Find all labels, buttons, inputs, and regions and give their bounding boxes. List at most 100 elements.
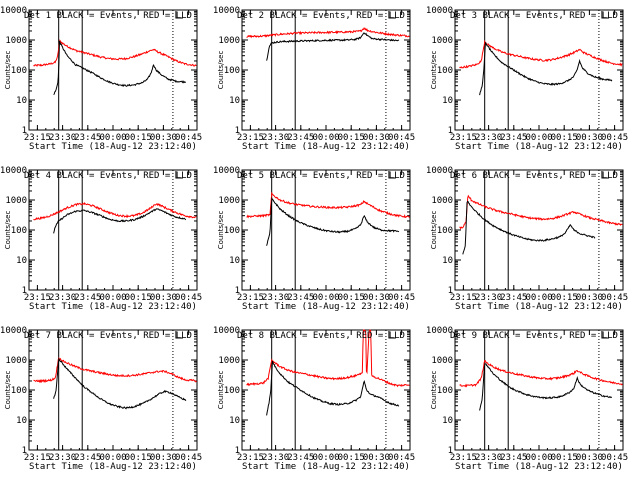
x-tick-label: 00:30 (576, 453, 603, 463)
lld-series-line (246, 191, 410, 219)
x-tick-label: 00:30 (576, 293, 603, 303)
x-tick-label: 23:15 (450, 453, 477, 463)
corner-marker (175, 171, 183, 179)
panel-8: 1 10 100 1000 10000 23:1523:3023:4500:0000:15… (213, 326, 415, 472)
x-axis-label: Start Time (18-Aug-12 23:12:40) (242, 142, 410, 152)
x-tick-label: 00:15 (125, 133, 152, 143)
x-tick-label: 00:00 (99, 293, 126, 303)
y-tick-label: 1 (448, 126, 453, 136)
y-tick-label: 1000 (431, 196, 453, 206)
y-tick-label: 10000 (0, 326, 27, 336)
lld-series-line (459, 360, 623, 388)
events-series-line (266, 32, 400, 61)
x-tick-label: 00:30 (150, 453, 177, 463)
x-tick-label: 00:30 (150, 293, 177, 303)
y-tick-label: 1 (22, 286, 27, 296)
x-tick-label: 23:45 (500, 293, 527, 303)
x-tick-label: 00:45 (175, 293, 202, 303)
corner-marker (175, 331, 183, 339)
x-tick-label: 00:15 (125, 453, 152, 463)
lld-series-line (33, 356, 197, 384)
panel-title: Det 6 BLACK = Events, RED = LLD (450, 171, 618, 181)
panel-3: 1 10 100 1000 10000 23:1523:3023:4500:0000:15… (426, 6, 628, 152)
x-tick-label: 00:15 (125, 293, 152, 303)
plot-frame (241, 329, 411, 451)
y-tick-label: 1000 (218, 196, 240, 206)
y-tick-label: 100 (11, 386, 27, 396)
plot-frame (454, 169, 624, 291)
y-tick-label: 10 (16, 416, 27, 426)
y-tick-label: 1 (235, 126, 240, 136)
x-tick-label: 00:30 (363, 293, 390, 303)
y-tick-label: 1 (448, 446, 453, 456)
x-axis-label: Start Time (18-Aug-12 23:12:40) (455, 142, 623, 152)
y-tick-label: 10000 (213, 6, 240, 16)
x-tick-label: 23:15 (450, 133, 477, 143)
x-tick-label: 23:45 (74, 293, 101, 303)
panel-1: 1 10 100 1000 10000 23:1523:3023:4500:0000:15… (0, 6, 202, 152)
x-tick-label: 00:00 (99, 453, 126, 463)
x-tick-label: 23:30 (475, 293, 502, 303)
y-axis-label: Counts/sec (217, 51, 225, 90)
plot-frame (454, 329, 624, 451)
y-tick-label: 10 (229, 416, 240, 426)
y-axis-label: Counts/sec (430, 211, 438, 250)
x-tick-label: 00:15 (338, 133, 365, 143)
x-axis-label: Start Time (18-Aug-12 23:12:40) (29, 142, 197, 152)
x-tick-label: 00:30 (363, 453, 390, 463)
x-tick-label: 00:45 (601, 293, 628, 303)
x-tick-label: 00:45 (388, 453, 415, 463)
x-tick-label: 00:15 (338, 453, 365, 463)
x-tick-label: 00:15 (551, 293, 578, 303)
y-tick-label: 10000 (213, 166, 240, 176)
y-tick-label: 1000 (5, 196, 27, 206)
x-tick-label: 23:45 (500, 453, 527, 463)
x-tick-label: 23:30 (49, 293, 76, 303)
y-tick-label: 100 (224, 386, 240, 396)
panel-title: Det 8 BLACK = Events, RED = LLD (237, 331, 405, 341)
y-tick-label: 10000 (426, 326, 453, 336)
x-tick-label: 00:45 (388, 133, 415, 143)
y-tick-label: 10 (442, 416, 453, 426)
events-series-line (53, 357, 187, 410)
y-tick-label: 1000 (218, 36, 240, 46)
events-series-line (53, 40, 186, 95)
y-tick-label: 100 (224, 66, 240, 76)
panel-title: Det 2 BLACK = Events, RED = LLD (237, 11, 405, 21)
lld-series-line (246, 26, 410, 39)
y-tick-label: 1 (235, 446, 240, 456)
panel-5: 1 10 100 1000 10000 23:1523:3023:4500:0000:15… (213, 166, 415, 312)
y-axis-label: Counts/sec (217, 211, 225, 250)
x-tick-label: 23:15 (237, 293, 264, 303)
panel-title: Det 3 BLACK = Events, RED = LLD (450, 11, 618, 21)
x-tick-label: 23:45 (500, 133, 527, 143)
y-tick-label: 10 (442, 96, 453, 106)
x-tick-label: 23:45 (287, 453, 314, 463)
x-tick-label: 23:30 (475, 453, 502, 463)
x-tick-label: 00:45 (601, 133, 628, 143)
y-tick-label: 1000 (5, 356, 27, 366)
x-tick-label: 00:00 (312, 453, 339, 463)
y-axis-label: Counts/sec (4, 371, 12, 410)
x-tick-label: 23:30 (262, 293, 289, 303)
events-series-line (53, 208, 186, 234)
y-axis-label: Counts/sec (430, 51, 438, 90)
x-tick-label: 00:00 (525, 293, 552, 303)
x-tick-label: 23:15 (24, 453, 51, 463)
y-tick-label: 100 (11, 66, 27, 76)
y-axis-label: Counts/sec (4, 211, 12, 250)
y-tick-label: 1000 (218, 356, 240, 366)
events-series-line (266, 360, 400, 416)
corner-marker (388, 11, 396, 19)
x-tick-label: 00:45 (388, 293, 415, 303)
x-tick-label: 00:45 (175, 453, 202, 463)
plot-frame (241, 9, 411, 131)
y-tick-label: 10000 (0, 166, 27, 176)
lld-series-line (246, 329, 410, 388)
y-tick-label: 100 (437, 66, 453, 76)
x-tick-label: 23:15 (237, 133, 264, 143)
y-tick-label: 1 (448, 286, 453, 296)
y-tick-label: 1000 (5, 36, 27, 46)
lld-series-line (33, 39, 197, 68)
panel-title: Det 5 BLACK = Events, RED = LLD (237, 171, 405, 181)
